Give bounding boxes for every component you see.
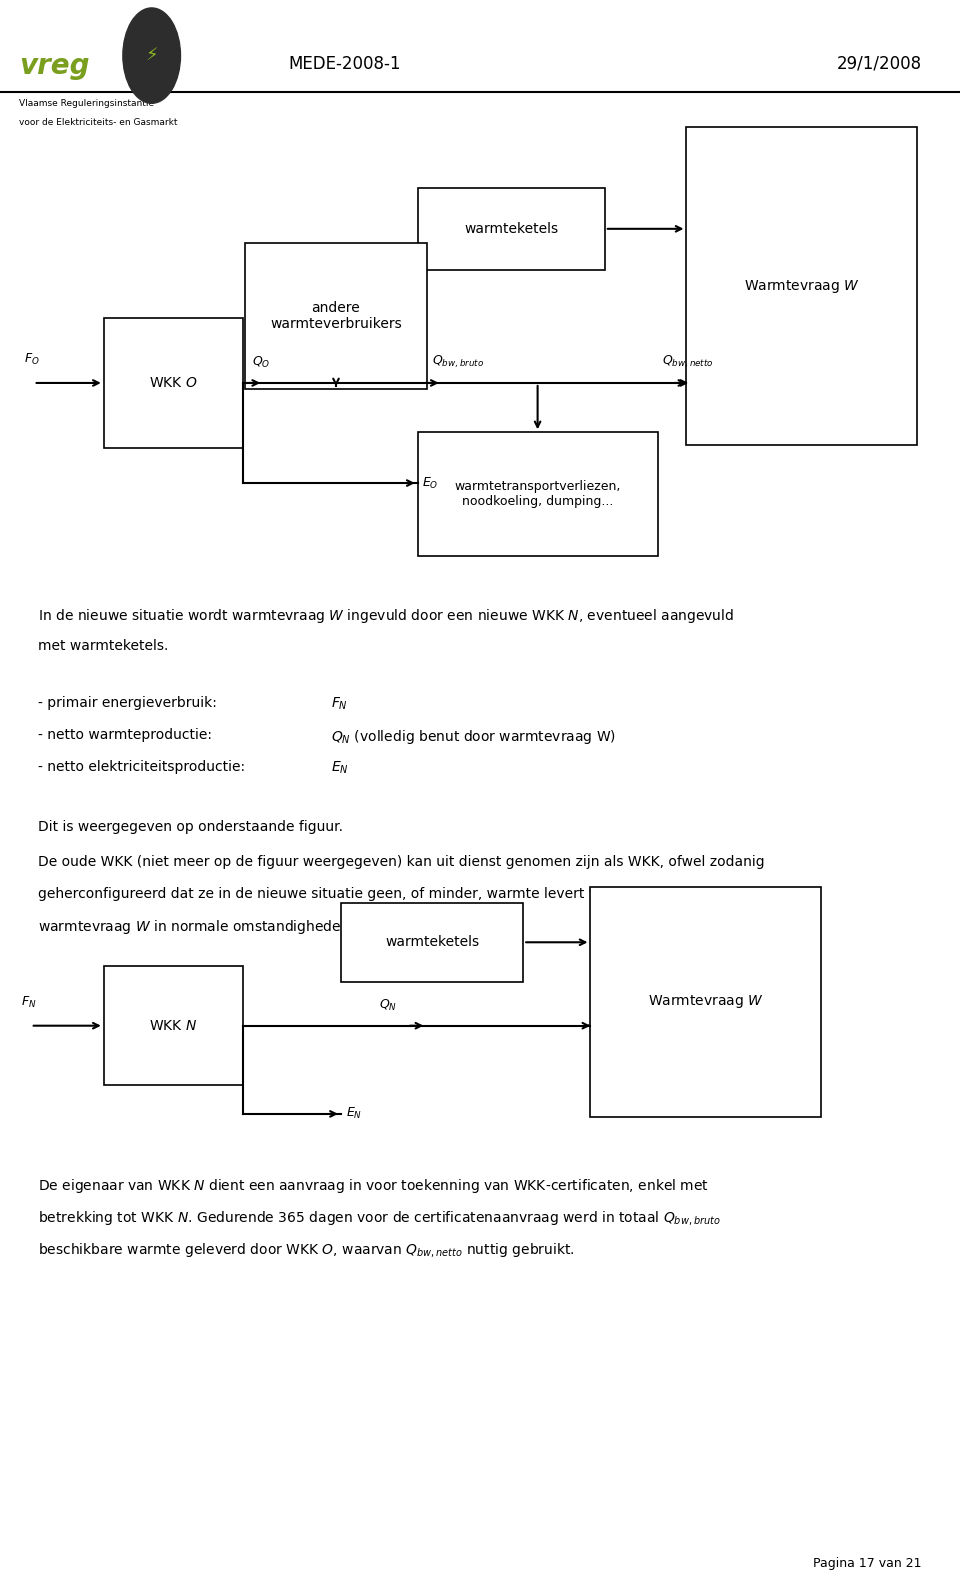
Text: $E_N$: $E_N$ (331, 760, 349, 775)
FancyBboxPatch shape (104, 318, 243, 448)
Text: $Q_O$: $Q_O$ (252, 354, 271, 370)
Text: geherconfigureerd dat ze in de nieuwe situatie geen, of minder, warmte levert vo: geherconfigureerd dat ze in de nieuwe si… (38, 887, 735, 901)
Text: Pagina 17 van 21: Pagina 17 van 21 (813, 1557, 922, 1570)
Text: vreg: vreg (19, 52, 89, 81)
Text: $E_N$: $E_N$ (346, 1106, 362, 1122)
Text: ⚡: ⚡ (145, 46, 158, 65)
FancyBboxPatch shape (686, 127, 917, 445)
Text: MEDE-2008-1: MEDE-2008-1 (288, 54, 400, 73)
Text: $Q_{bw,bruto}$: $Q_{bw,bruto}$ (432, 354, 484, 370)
Text: met warmteketels.: met warmteketels. (38, 639, 169, 653)
FancyBboxPatch shape (590, 887, 821, 1117)
FancyBboxPatch shape (341, 903, 523, 982)
Text: Dit is weergegeven op onderstaande figuur.: Dit is weergegeven op onderstaande figuu… (38, 820, 344, 834)
Text: $E_O$: $E_O$ (422, 475, 439, 491)
Text: betrekking tot WKK $N$. Gedurende 365 dagen voor de certificatenaanvraag werd in: betrekking tot WKK $N$. Gedurende 365 da… (38, 1209, 721, 1227)
Text: Warmtevraag $W$: Warmtevraag $W$ (744, 278, 859, 294)
FancyBboxPatch shape (418, 432, 658, 556)
FancyBboxPatch shape (104, 966, 243, 1085)
Text: WKK $O$: WKK $O$ (149, 377, 198, 389)
Text: $F_O$: $F_O$ (24, 351, 39, 367)
Text: voor de Elektriciteits- en Gasmarkt: voor de Elektriciteits- en Gasmarkt (19, 118, 178, 127)
FancyBboxPatch shape (245, 243, 427, 389)
Text: WKK $N$: WKK $N$ (149, 1019, 198, 1033)
Text: beschikbare warmte geleverd door WKK $O$, waarvan $Q_{bw,netto}$ nuttig gebruikt: beschikbare warmte geleverd door WKK $O$… (38, 1241, 575, 1258)
Text: - netto elektriciteitsproductie:: - netto elektriciteitsproductie: (38, 760, 246, 774)
Text: $Q_{bw,netto}$: $Q_{bw,netto}$ (662, 354, 714, 370)
Text: $F_N$: $F_N$ (21, 995, 36, 1011)
Text: De eigenaar van WKK $N$ dient een aanvraag in voor toekenning van WKK-certificat: De eigenaar van WKK $N$ dient een aanvra… (38, 1177, 709, 1195)
Text: $Q_N$: $Q_N$ (379, 998, 396, 1014)
Text: $F_N$: $F_N$ (331, 696, 348, 712)
Text: - primair energieverbruik:: - primair energieverbruik: (38, 696, 217, 710)
Text: - netto warmteproductie:: - netto warmteproductie: (38, 728, 212, 742)
Text: $Q_N$ (volledig benut door warmtevraag W): $Q_N$ (volledig benut door warmtevraag W… (331, 728, 616, 745)
FancyBboxPatch shape (418, 188, 605, 270)
Text: De oude WKK (niet meer op de figuur weergegeven) kan uit dienst genomen zijn als: De oude WKK (niet meer op de figuur weer… (38, 855, 765, 869)
Text: warmteketels: warmteketels (385, 936, 479, 949)
Text: 29/1/2008: 29/1/2008 (836, 54, 922, 73)
Text: In de nieuwe situatie wordt warmtevraag $W$ ingevuld door een nieuwe WKK $N$, ev: In de nieuwe situatie wordt warmtevraag … (38, 607, 734, 624)
Text: warmteketels: warmteketels (464, 222, 559, 235)
Circle shape (123, 8, 180, 103)
Text: andere
warmteverbruikers: andere warmteverbruikers (270, 300, 402, 332)
Text: warmtetransportverliezen,
noodkoeling, dumping...: warmtetransportverliezen, noodkoeling, d… (454, 480, 621, 508)
Text: Warmtevraag $W$: Warmtevraag $W$ (648, 993, 763, 1011)
Text: warmtevraag $W$ in normale omstandigheden.: warmtevraag $W$ in normale omstandighede… (38, 918, 354, 936)
Text: Vlaamse Reguleringsinstantie: Vlaamse Reguleringsinstantie (19, 99, 155, 108)
